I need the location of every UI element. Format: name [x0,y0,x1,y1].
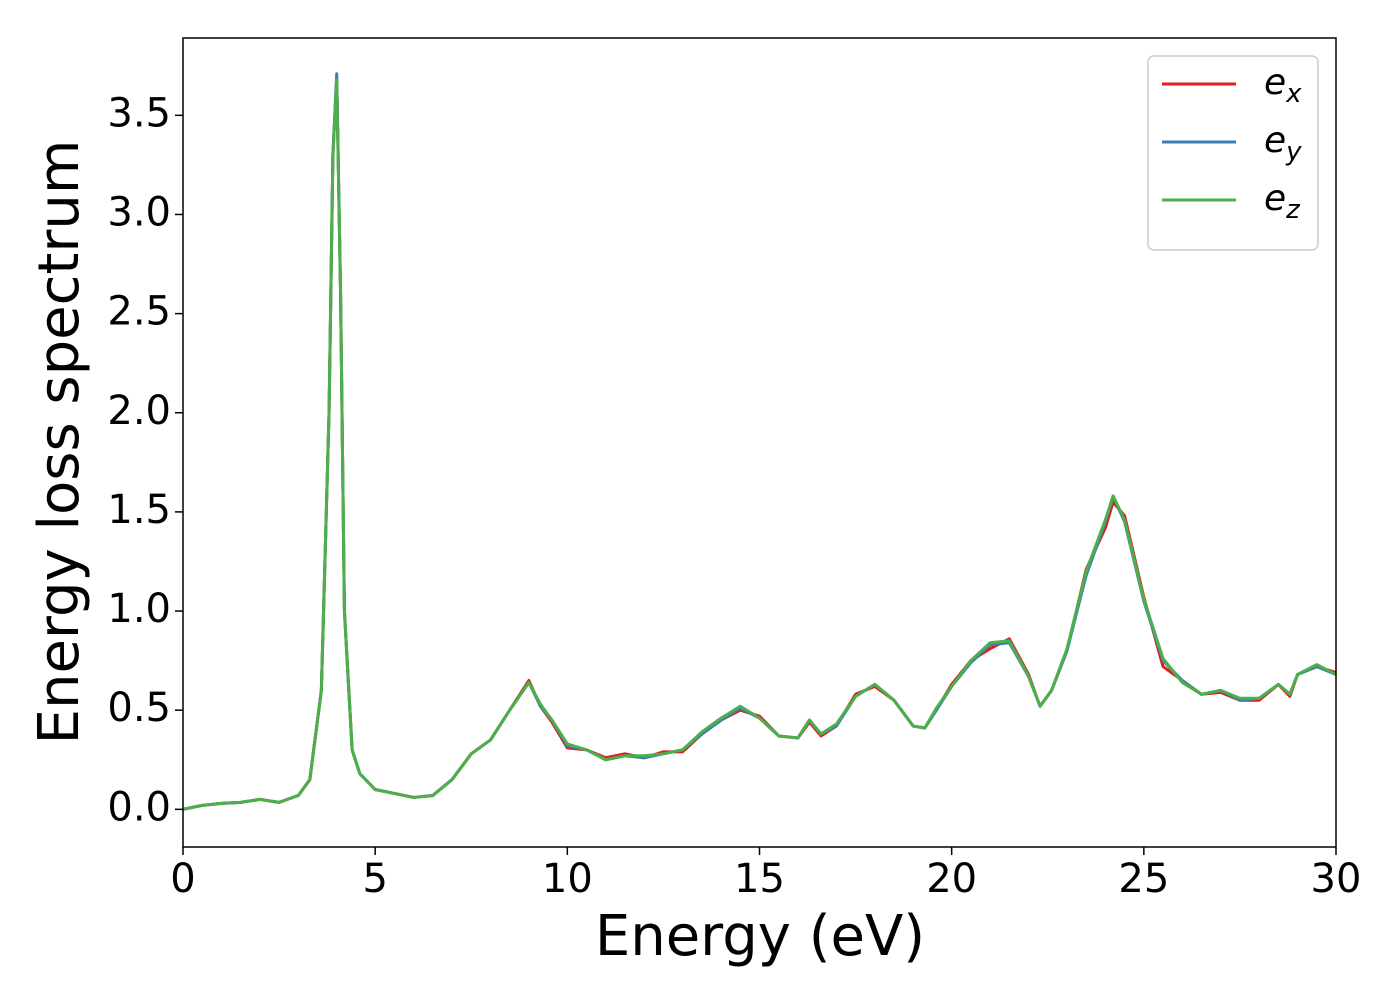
y-tick-label: 1.0 [107,586,171,632]
y-axis-label: Energy loss spectrum [27,140,92,745]
legend-label: ez [1264,178,1301,225]
legend-label: ey [1264,120,1302,167]
x-tick-label: 10 [542,856,593,902]
y-tick-label: 0.0 [107,784,171,830]
y-tick-label: 1.5 [107,487,171,533]
y-tick-label: 0.5 [107,685,171,731]
x-tick-label: 0 [170,856,195,902]
y-tick-label: 2.0 [107,388,171,434]
y-tick-label: 3.0 [107,189,171,235]
x-tick-label: 15 [734,856,785,902]
x-tick-label: 30 [1311,856,1362,902]
x-tick-label: 25 [1118,856,1169,902]
x-axis-label: Energy (eV) [595,904,925,969]
x-tick-label: 20 [926,856,977,902]
data-line [183,78,1336,811]
legend-label: ex [1264,62,1302,109]
plot-frame [182,37,1337,848]
x-tick-label: 5 [362,856,387,902]
y-tick-label: 3.5 [107,90,171,136]
y-tick-label: 2.5 [107,289,171,335]
